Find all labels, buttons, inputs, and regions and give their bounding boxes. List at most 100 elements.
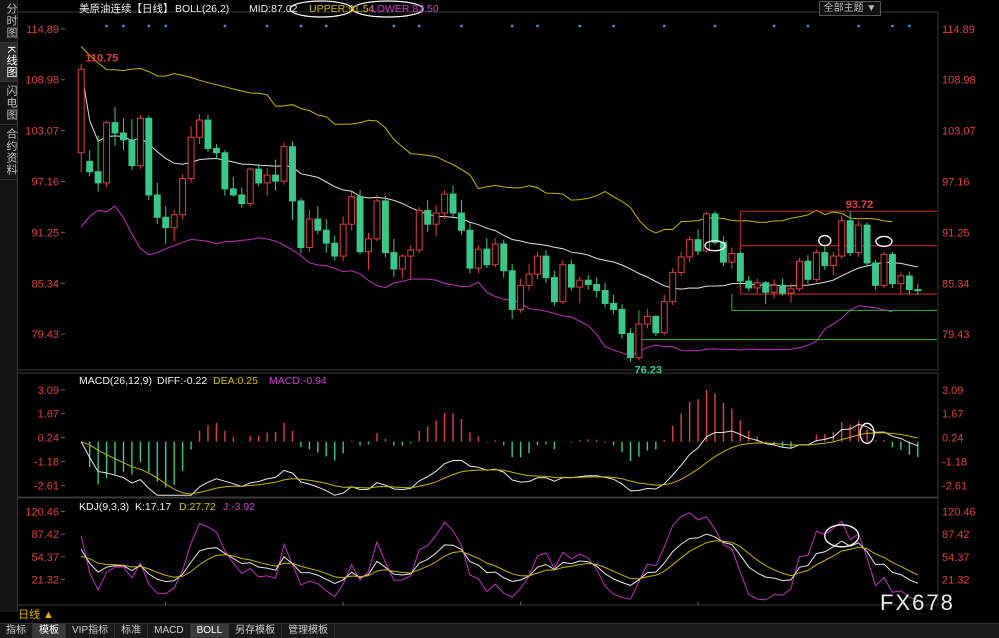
price-tick-right: 79.43 <box>942 329 970 341</box>
event-dot <box>857 24 861 28</box>
candle-body <box>94 171 102 184</box>
candle-body <box>770 284 778 293</box>
candle-body <box>407 249 415 257</box>
watermark-logo: FX678 <box>880 590 955 615</box>
event-dot <box>164 24 168 28</box>
kdj-j-line <box>80 512 918 601</box>
price-annotation: 93.72 <box>846 199 874 211</box>
candle-body <box>829 255 837 267</box>
candle-body <box>111 122 119 134</box>
candle-body <box>686 239 694 258</box>
candle-body <box>356 196 364 253</box>
panel-header: BOLL(26,2) <box>175 3 229 15</box>
kdj-k-line <box>80 533 918 586</box>
panel-header: DIFF:-0.22 <box>157 375 207 387</box>
price-tick-left: 103.07 <box>25 126 59 138</box>
chart-grid <box>17 11 939 606</box>
candle-body <box>812 252 820 280</box>
candle-body <box>289 146 296 202</box>
candle-body <box>728 252 736 263</box>
price-tick-left: 108.98 <box>25 75 59 87</box>
theme-select[interactable]: 全部主题 ▼ <box>819 1 881 16</box>
candle-body <box>128 139 136 167</box>
macd-dea-line <box>81 432 918 495</box>
candle-body <box>584 279 592 285</box>
tab-boll[interactable]: BOLL <box>190 624 230 638</box>
candle-body <box>491 243 499 266</box>
event-dot <box>147 24 151 28</box>
macd-tick-left: 3.09 <box>38 385 59 397</box>
tab-kline[interactable]: K线图 <box>0 43 17 83</box>
kdj-tick-left: 120.46 <box>25 507 59 519</box>
event-dot <box>392 24 396 28</box>
kdj-tick-right: 21.32 <box>942 574 970 586</box>
candle-body <box>787 288 795 294</box>
highlight-circles <box>289 0 893 548</box>
candle-body <box>914 289 922 292</box>
tab-intraday[interactable]: 分时图 <box>0 0 17 43</box>
candle-body <box>145 117 153 196</box>
kdj-tick-left: 54.37 <box>31 552 59 564</box>
macd-tick-left: -2.61 <box>34 480 59 492</box>
candle-body <box>187 136 195 180</box>
candle-body <box>796 260 803 290</box>
event-dot <box>510 24 514 28</box>
candle-body <box>508 270 516 310</box>
candle-body <box>779 284 787 294</box>
candle-body <box>398 255 406 270</box>
panel-header: D:27.72 <box>179 501 216 513</box>
tab-indicator[interactable]: 指标 <box>0 624 33 638</box>
event-dot <box>460 24 463 28</box>
candle-body <box>846 220 854 254</box>
chart-area: 114.89 114.89 108.98 108.98 103.07 103.07 97.1… <box>17 0 976 606</box>
tab-contract-info[interactable]: 合约资料 <box>0 125 17 181</box>
event-dot <box>713 24 717 28</box>
price-tick-left: 97.16 <box>31 177 59 189</box>
tab-save-template[interactable]: 另存模板 <box>229 624 283 638</box>
macd-tick-left: 0.24 <box>38 433 59 445</box>
price-highlight-circle <box>704 240 726 252</box>
kdj-tick-right: 87.42 <box>942 529 970 541</box>
tab-template[interactable]: 模板 <box>33 624 66 638</box>
tab-flash[interactable]: 闪电图 <box>0 82 17 126</box>
tab-vip-indicator[interactable]: VIP指标 <box>66 624 116 638</box>
candle-body <box>297 200 305 248</box>
tab-macd[interactable]: MACD <box>148 624 191 638</box>
candle-body <box>153 194 161 218</box>
candles <box>77 64 922 362</box>
macd-highlight-circle <box>859 422 875 444</box>
macd-diff-line <box>80 423 918 496</box>
candle-body <box>365 238 372 253</box>
lower-highlight-circle <box>352 0 424 18</box>
candle-body <box>339 223 347 257</box>
candle-body <box>483 248 491 266</box>
candle-body <box>745 280 753 289</box>
candle-body <box>449 193 457 214</box>
bottom-toolbar: 指标 模板 VIP指标 标准 MACD BOLL 另存模板 管理模板 <box>0 623 999 638</box>
period-button[interactable]: 日线 ▲ <box>18 609 54 621</box>
price-tick-left: 91.25 <box>31 227 59 239</box>
kdj-tick-left: 87.42 <box>31 529 59 541</box>
kdj-d-line <box>81 540 919 580</box>
event-dot <box>891 24 894 28</box>
boll-upper-line <box>80 46 893 234</box>
tab-standard[interactable]: 标准 <box>115 624 149 638</box>
panel-header: J:-3.92 <box>223 501 255 513</box>
macd-tick-right: 0.24 <box>942 433 963 445</box>
candle-body <box>525 273 533 286</box>
kdj-tick-right: 54.37 <box>942 552 970 564</box>
price-tick-right: 114.89 <box>942 24 975 36</box>
price-tick-left: 79.43 <box>31 329 59 341</box>
tab-manage-template[interactable]: 管理模板 <box>282 624 336 638</box>
candle-body <box>821 252 829 267</box>
macd-tick-left: 1.67 <box>38 409 59 421</box>
candle-body <box>314 218 322 231</box>
event-dot <box>772 24 776 28</box>
candle-body <box>576 279 584 288</box>
candle-body <box>652 315 660 334</box>
price-highlight-circle <box>875 235 893 248</box>
candle-body <box>593 283 601 292</box>
candle-body <box>280 146 288 182</box>
side-tabs: 分时图 K线图 闪电图 合约资料 <box>0 0 18 612</box>
boll-mid-line <box>80 69 918 290</box>
